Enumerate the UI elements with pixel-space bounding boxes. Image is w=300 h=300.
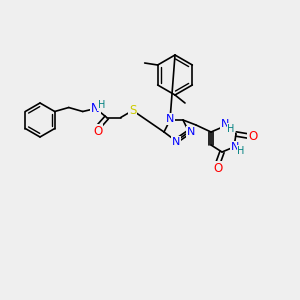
Text: O: O: [93, 125, 102, 138]
Text: N: N: [187, 127, 195, 137]
Text: N: N: [91, 102, 100, 115]
Text: H: H: [237, 146, 245, 156]
Text: H: H: [98, 100, 105, 110]
Text: O: O: [213, 161, 223, 175]
Text: N: N: [166, 114, 174, 124]
Text: S: S: [129, 104, 136, 117]
Text: N: N: [221, 119, 229, 129]
Text: N: N: [172, 137, 180, 147]
Text: N: N: [231, 142, 239, 152]
Text: H: H: [227, 124, 235, 134]
Text: O: O: [248, 130, 258, 142]
